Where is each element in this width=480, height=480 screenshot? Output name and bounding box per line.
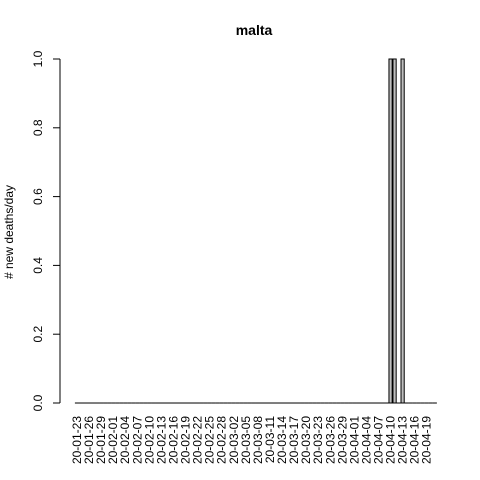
bar bbox=[388, 58, 393, 404]
x-tick-label: 20-03-14 bbox=[275, 416, 289, 464]
chart-title: malta bbox=[236, 22, 273, 38]
bars bbox=[74, 58, 437, 404]
x-tick-label: 20-04-19 bbox=[420, 416, 434, 464]
x-tick-label: 20-03-17 bbox=[287, 416, 301, 464]
x-tick-label: 20-03-05 bbox=[239, 416, 253, 464]
x-tick-label: 20-04-07 bbox=[372, 416, 386, 464]
x-tick-label: 20-01-26 bbox=[82, 416, 96, 464]
bar bbox=[400, 58, 405, 404]
y-axis-label: # new deaths/day bbox=[2, 185, 16, 279]
x-tick-label: 20-03-23 bbox=[311, 416, 325, 464]
x-tick-label: 20-03-08 bbox=[251, 416, 265, 464]
y-axis: 0.0 0.2 0.4 0.6 0.8 1.0 bbox=[31, 50, 61, 411]
y-tick-label: 0.0 bbox=[31, 394, 45, 411]
x-axis: 20-01-2320-01-2620-01-2920-02-0120-02-04… bbox=[70, 416, 434, 464]
y-tick-label: 0.4 bbox=[31, 257, 45, 274]
x-tick-label: 20-02-16 bbox=[166, 416, 180, 464]
y-tick-label: 0.8 bbox=[31, 119, 45, 136]
x-tick-label: 20-04-16 bbox=[408, 416, 422, 464]
x-tick-label: 20-04-04 bbox=[359, 416, 373, 464]
x-tick-label: 20-02-13 bbox=[154, 416, 168, 464]
x-tick-label: 20-04-01 bbox=[347, 416, 361, 464]
x-tick-label: 20-04-10 bbox=[384, 416, 398, 464]
bar bbox=[392, 58, 397, 404]
x-tick-label: 20-01-23 bbox=[70, 416, 84, 464]
x-tick-label: 20-02-28 bbox=[215, 416, 229, 464]
y-tick-label: 1.0 bbox=[31, 50, 45, 67]
x-tick-label: 20-01-29 bbox=[94, 416, 108, 464]
x-tick-label: 20-02-04 bbox=[118, 416, 132, 464]
x-tick-label: 20-03-20 bbox=[299, 416, 313, 464]
x-tick-label: 20-02-07 bbox=[130, 416, 144, 464]
x-tick-label: 20-03-11 bbox=[263, 416, 277, 463]
x-tick-label: 20-02-19 bbox=[179, 416, 193, 464]
x-tick-label: 20-02-10 bbox=[142, 416, 156, 464]
x-tick-label: 20-03-29 bbox=[335, 416, 349, 464]
x-tick-label: 20-02-01 bbox=[106, 416, 120, 464]
x-tick-label: 20-04-13 bbox=[396, 416, 410, 464]
y-tick-label: 0.6 bbox=[31, 188, 45, 205]
y-tick-label: 0.2 bbox=[31, 326, 45, 343]
x-tick-label: 20-02-25 bbox=[203, 416, 217, 464]
x-tick-label: 20-03-02 bbox=[227, 416, 241, 464]
x-tick-label: 20-03-26 bbox=[323, 416, 337, 464]
x-tick-label: 20-02-22 bbox=[191, 416, 205, 464]
